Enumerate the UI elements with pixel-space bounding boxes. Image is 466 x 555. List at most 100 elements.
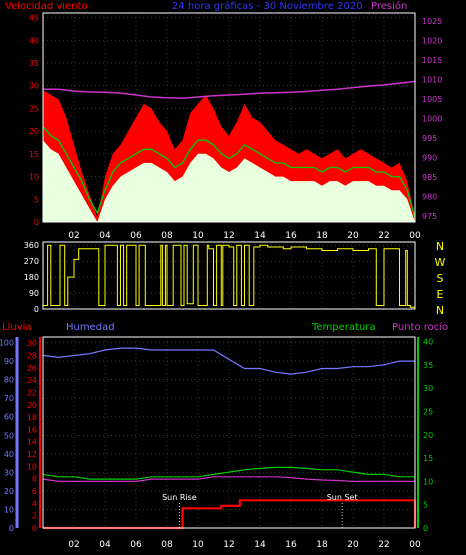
dir-tick-label: 270 xyxy=(24,257,39,266)
time-tick-label: 14 xyxy=(254,231,266,241)
wind-direction-line xyxy=(43,244,416,308)
compass-label: N xyxy=(436,304,444,317)
rain-tick-label: 18 xyxy=(27,413,37,422)
humidity-tick-label: 100 xyxy=(0,339,14,348)
wind-speed-label: Velocidad viento xyxy=(5,1,88,12)
humidity-tick-label: 50 xyxy=(4,431,14,440)
humidity-tick-label: 60 xyxy=(4,413,14,422)
pressure-tick-label: 985 xyxy=(422,173,437,182)
rain-tick-label: 2 xyxy=(32,512,37,521)
dir-tick-label: 0 xyxy=(34,305,39,314)
compass-label: S xyxy=(437,272,444,285)
wind-average-line xyxy=(42,126,416,218)
time-tick-label: 04 xyxy=(99,231,111,241)
temperature-line xyxy=(42,466,415,480)
humidity-tick-label: 90 xyxy=(4,357,14,366)
time-tick-label: 18 xyxy=(316,231,328,241)
wind-tick-label: 35 xyxy=(29,59,39,68)
rain-tick-label: 0 xyxy=(32,524,37,533)
temperature-tick-label: 10 xyxy=(423,477,433,486)
pressure-tick-label: 1000 xyxy=(422,114,442,123)
pressure-tick-label: 990 xyxy=(422,154,437,163)
wind-tick-label: 5 xyxy=(34,195,39,204)
rain-tick-label: 26 xyxy=(27,364,37,373)
humidity-tick-label: 20 xyxy=(4,487,14,496)
dir-tick-label: 360 xyxy=(24,241,39,250)
wind-tick-label: 30 xyxy=(29,82,39,91)
rain-tick-label: 12 xyxy=(27,450,37,459)
time-tick-label: 16 xyxy=(285,540,297,550)
time-tick-label: 00 xyxy=(409,231,421,241)
humidity-line xyxy=(42,347,415,375)
temperature-tick-label: 30 xyxy=(423,384,433,393)
temperature-tick-label: 20 xyxy=(423,431,433,440)
compass-label: N xyxy=(436,240,444,253)
humidity-tick-label: 30 xyxy=(4,468,14,477)
wind-tick-label: 45 xyxy=(29,14,39,23)
rain-tick-label: 6 xyxy=(32,487,37,496)
dir-tick-label: 180 xyxy=(24,273,39,282)
temperature-tick-label: 25 xyxy=(423,408,433,417)
wind-tick-label: 0 xyxy=(34,218,39,227)
rain-tick-label: 4 xyxy=(32,499,37,508)
time-tick-label: 20 xyxy=(347,540,359,550)
time-tick-label: 06 xyxy=(130,231,142,241)
time-tick-label: 22 xyxy=(378,540,389,550)
rain-tick-label: 24 xyxy=(27,376,37,385)
rain-tick-label: 28 xyxy=(27,351,37,360)
dewpoint-line xyxy=(42,476,415,482)
humidity-tick-label: 40 xyxy=(4,450,14,459)
temperature-tick-label: 40 xyxy=(423,338,433,347)
time-tick-label: 12 xyxy=(223,231,234,241)
time-tick-label: 14 xyxy=(254,540,266,550)
time-tick-label: 02 xyxy=(68,231,79,241)
time-tick-label: 18 xyxy=(316,540,328,550)
time-tick-label: 06 xyxy=(130,540,142,550)
time-tick-label: 02 xyxy=(68,540,79,550)
wind-frame xyxy=(42,12,416,223)
time-tick-label: 04 xyxy=(99,540,111,550)
time-tick-label: 08 xyxy=(161,540,173,550)
humidity-tick-label: 10 xyxy=(4,505,14,514)
humidity-tick-label: 80 xyxy=(4,376,14,385)
time-tick-label: 16 xyxy=(285,231,297,241)
sunset-label: Sun Set xyxy=(327,493,358,502)
pressure-tick-label: 980 xyxy=(422,193,437,202)
hum-frame xyxy=(42,336,416,529)
time-tick-label: 10 xyxy=(192,231,204,241)
rain-tick-label: 22 xyxy=(27,388,37,397)
humidity-label: Humedad xyxy=(66,322,115,333)
rain-tick-label: 20 xyxy=(27,401,37,410)
time-tick-label: 10 xyxy=(192,540,204,550)
compass-label: W xyxy=(435,256,446,269)
time-tick-label: 22 xyxy=(378,231,389,241)
humidity-tick-label: 70 xyxy=(4,394,14,403)
pressure-tick-label: 975 xyxy=(422,212,437,221)
rain-tick-label: 30 xyxy=(27,339,37,348)
time-tick-label: 12 xyxy=(223,540,234,550)
dewpoint-label: Punto rocío xyxy=(392,321,448,333)
rain-tick-label: 8 xyxy=(32,475,37,484)
pressure-tick-label: 1010 xyxy=(422,75,442,84)
dir-frame xyxy=(42,241,416,310)
compass-label: E xyxy=(437,288,444,301)
pressure-tick-label: 1005 xyxy=(422,95,442,104)
wind-tick-label: 20 xyxy=(29,127,39,136)
temperature-label: Temperatura xyxy=(311,322,376,333)
temperature-tick-label: 0 xyxy=(423,524,428,533)
humidity-temperature-rain-panel: 0102030405060708090100024681012141618202… xyxy=(0,336,433,550)
pressure-tick-label: 995 xyxy=(422,134,437,143)
pressure-label: Presión xyxy=(371,0,407,12)
wind-tick-label: 40 xyxy=(29,36,39,45)
pressure-tick-label: 1015 xyxy=(422,56,442,65)
pressure-line xyxy=(43,80,416,99)
temperature-tick-label: 5 xyxy=(423,501,428,510)
wind-speed-area xyxy=(43,140,415,222)
time-tick-label: 20 xyxy=(347,231,359,241)
wind-tick-label: 10 xyxy=(29,173,39,182)
temperature-tick-label: 35 xyxy=(423,361,433,370)
dir-tick-label: 90 xyxy=(29,289,39,298)
chart-title: 24 hora gráficas - 30 Noviembre 2020 xyxy=(172,0,363,12)
